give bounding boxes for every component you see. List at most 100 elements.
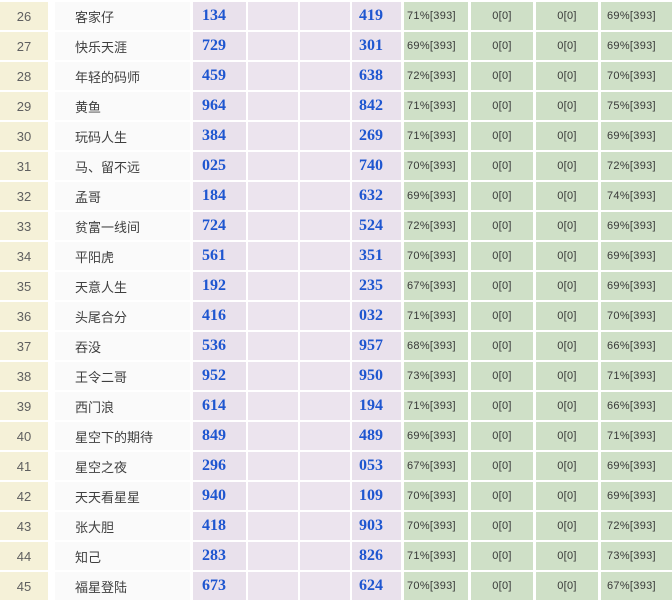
pick-number-cell[interactable]: 524 [350, 212, 401, 242]
pick-number-cell[interactable]: 624 [350, 572, 401, 600]
stat-cell: 67%[393] [404, 452, 468, 482]
pick-number-cell[interactable]: 903 [350, 512, 401, 542]
player-name-cell: 孟哥 [55, 182, 190, 212]
pick-number-cell[interactable]: 283 [193, 542, 246, 572]
stat-cell: 0[0] [533, 122, 598, 152]
stat-cell: 66%[393] [598, 332, 672, 362]
pick-number-cell[interactable]: 632 [350, 182, 401, 212]
player-name-cell: 贫富一线间 [55, 212, 190, 242]
pick-number-cell[interactable]: 416 [193, 302, 246, 332]
empty-cell [298, 332, 350, 362]
column-gap [48, 332, 55, 362]
pick-number-cell[interactable]: 729 [193, 32, 246, 62]
player-name-cell: 客家仔 [55, 2, 190, 32]
empty-cell [298, 422, 350, 452]
empty-cell [246, 2, 298, 32]
stat-cell: 69%[393] [404, 182, 468, 212]
column-gap [190, 452, 193, 482]
column-gap [401, 542, 404, 572]
column-gap [401, 152, 404, 182]
stat-cell: 0[0] [468, 182, 533, 212]
pick-number-cell[interactable]: 849 [193, 422, 246, 452]
pick-number-cell[interactable]: 842 [350, 92, 401, 122]
stat-cell: 69%[393] [598, 2, 672, 32]
empty-cell [246, 512, 298, 542]
pick-number-cell[interactable]: 740 [350, 152, 401, 182]
pick-number-cell[interactable]: 561 [193, 242, 246, 272]
player-name-cell: 吞没 [55, 332, 190, 362]
column-gap [190, 92, 193, 122]
stat-cell: 0[0] [468, 62, 533, 92]
pick-number-cell[interactable]: 419 [350, 2, 401, 32]
stat-cell: 0[0] [468, 362, 533, 392]
pick-number-cell[interactable]: 184 [193, 182, 246, 212]
pick-number-cell[interactable]: 536 [193, 332, 246, 362]
pick-number-cell[interactable]: 235 [350, 272, 401, 302]
pick-number-cell[interactable]: 301 [350, 32, 401, 62]
stat-cell: 66%[393] [598, 392, 672, 422]
player-name-cell: 星空之夜 [55, 452, 190, 482]
column-gap [48, 272, 55, 302]
pick-number-cell[interactable]: 459 [193, 62, 246, 92]
pick-number-cell[interactable]: 952 [193, 362, 246, 392]
rank-cell: 38 [0, 362, 48, 392]
column-gap [401, 392, 404, 422]
empty-cell [298, 152, 350, 182]
rank-cell: 42 [0, 482, 48, 512]
empty-cell [298, 272, 350, 302]
empty-cell [298, 62, 350, 92]
column-gap [48, 152, 55, 182]
pick-number-cell[interactable]: 134 [193, 2, 246, 32]
pick-number-cell[interactable]: 673 [193, 572, 246, 600]
column-gap [401, 32, 404, 62]
pick-number-cell[interactable]: 940 [193, 482, 246, 512]
pick-number-cell[interactable]: 638 [350, 62, 401, 92]
pick-number-cell[interactable]: 724 [193, 212, 246, 242]
stat-cell: 71%[393] [598, 422, 672, 452]
stat-cell: 72%[393] [404, 62, 468, 92]
column-gap [190, 572, 193, 600]
pick-number-cell[interactable]: 269 [350, 122, 401, 152]
rank-cell: 45 [0, 572, 48, 600]
stat-cell: 69%[393] [404, 422, 468, 452]
pick-number-cell[interactable]: 032 [350, 302, 401, 332]
pick-number-cell[interactable]: 489 [350, 422, 401, 452]
rank-cell: 44 [0, 542, 48, 572]
column-gap [401, 572, 404, 600]
rank-cell: 35 [0, 272, 48, 302]
rank-cell: 27 [0, 32, 48, 62]
pick-number-cell[interactable]: 192 [193, 272, 246, 302]
pick-number-cell[interactable]: 418 [193, 512, 246, 542]
stat-cell: 69%[393] [598, 122, 672, 152]
stat-cell: 0[0] [468, 212, 533, 242]
pick-number-cell[interactable]: 614 [193, 392, 246, 422]
pick-number-cell[interactable]: 296 [193, 452, 246, 482]
stat-cell: 0[0] [468, 272, 533, 302]
column-gap [401, 272, 404, 302]
column-gap [190, 32, 193, 62]
pick-number-cell[interactable]: 384 [193, 122, 246, 152]
column-gap [401, 362, 404, 392]
pick-number-cell[interactable]: 053 [350, 452, 401, 482]
column-gap [190, 62, 193, 92]
pick-number-cell[interactable]: 109 [350, 482, 401, 512]
rank-cell: 39 [0, 392, 48, 422]
column-gap [190, 332, 193, 362]
empty-cell [298, 92, 350, 122]
column-gap [48, 572, 55, 600]
column-gap [48, 302, 55, 332]
pick-number-cell[interactable]: 194 [350, 392, 401, 422]
empty-cell [246, 182, 298, 212]
stat-cell: 0[0] [533, 392, 598, 422]
pick-number-cell[interactable]: 351 [350, 242, 401, 272]
column-gap [401, 302, 404, 332]
player-name-cell: 头尾合分 [55, 302, 190, 332]
rank-cell: 28 [0, 62, 48, 92]
empty-cell [246, 32, 298, 62]
pick-number-cell[interactable]: 950 [350, 362, 401, 392]
column-gap [48, 542, 55, 572]
pick-number-cell[interactable]: 826 [350, 542, 401, 572]
pick-number-cell[interactable]: 957 [350, 332, 401, 362]
pick-number-cell[interactable]: 964 [193, 92, 246, 122]
pick-number-cell[interactable]: 025 [193, 152, 246, 182]
